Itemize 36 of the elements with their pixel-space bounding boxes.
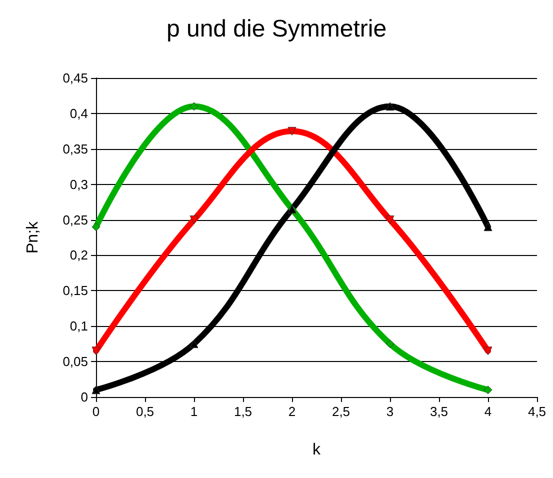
point xyxy=(484,346,492,356)
x-tick-label: 0,5 xyxy=(136,404,154,419)
x-tick-label: 1,5 xyxy=(234,404,252,419)
y-tick-label: 0 xyxy=(80,390,88,404)
point xyxy=(484,386,492,394)
point xyxy=(190,340,198,348)
point xyxy=(386,216,394,224)
y-axis-title: Pn;k xyxy=(24,220,42,254)
point xyxy=(92,346,100,356)
point xyxy=(190,102,198,111)
x-tick-label: 2 xyxy=(288,404,296,419)
x-tick-label: 2,5 xyxy=(332,404,350,419)
y-tick-label: 0,25 xyxy=(62,212,88,228)
x-tick-label: 0 xyxy=(92,404,100,419)
x-axis-title: k xyxy=(312,442,322,458)
point xyxy=(92,222,100,232)
y-tick-label: 0,35 xyxy=(62,141,88,156)
point xyxy=(386,340,394,348)
point xyxy=(92,386,100,394)
chart-title: p und die Symmetrie xyxy=(166,16,387,42)
x-tick-label: 3,5 xyxy=(430,404,448,419)
x-tick-label: 1 xyxy=(190,404,198,419)
x-tick-label: 3 xyxy=(386,404,394,419)
x-tick-label: 4,5 xyxy=(528,404,546,419)
y-tick-label: 0,05 xyxy=(62,354,88,370)
y-tick-label: 0,3 xyxy=(70,176,88,192)
y-tick-label: 0,2 xyxy=(70,248,88,263)
point xyxy=(484,222,492,232)
x-tick-label: 4 xyxy=(484,404,492,419)
point xyxy=(386,102,394,111)
point xyxy=(190,216,198,224)
point xyxy=(288,126,296,136)
y-tick-label: 0,45 xyxy=(62,70,88,86)
y-tick-label: 0,4 xyxy=(70,106,88,121)
y-tick-label: 0,15 xyxy=(62,283,88,298)
y-tick-label: 0,1 xyxy=(70,318,88,334)
